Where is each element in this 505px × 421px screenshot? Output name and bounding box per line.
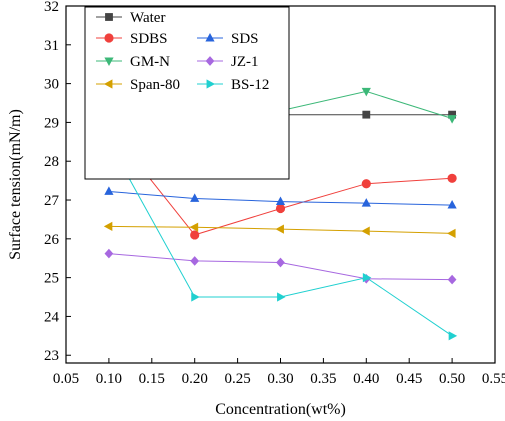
y-tick-label: 32: [44, 0, 59, 15]
y-axis-label: Surface tension(mN/m): [7, 109, 24, 260]
data-point-gm-n: [361, 87, 371, 97]
data-point-jz-1: [190, 256, 200, 266]
x-tick-label: 0.20: [182, 371, 208, 387]
data-point-span-80: [275, 224, 284, 234]
legend-entry-water: Water: [96, 10, 165, 26]
x-tick-label: 0.15: [139, 371, 165, 387]
data-point-water: [448, 110, 457, 119]
y-tick-label: 27: [44, 193, 60, 209]
data-point-sds: [275, 196, 286, 206]
legend-label-span-80: Span-80: [130, 77, 180, 93]
legend-box: [84, 6, 290, 180]
legend-marker-gm-n: [104, 57, 114, 67]
legend-marker-span-80: [103, 79, 113, 89]
legend-entry-bs-12: BS-12: [197, 77, 269, 93]
data-point-span-80: [447, 228, 456, 238]
legend: Water SDBS SDS GM-N JZ-1 Span-80 BS-12: [84, 6, 290, 180]
y-tick-label: 28: [44, 154, 59, 170]
data-point-bs-12: [191, 292, 200, 302]
legend-entry-sds: SDS: [197, 31, 259, 47]
legend-entry-span-80: Span-80: [96, 77, 180, 93]
legend-entry-jz-1: JZ-1: [197, 54, 259, 70]
series-sds: [104, 186, 457, 209]
series-group: [103, 87, 458, 341]
legend-label-sds: SDS: [231, 31, 259, 47]
data-point-span-80: [103, 221, 113, 232]
legend-marker-bs-12: [206, 79, 216, 89]
data-point-sdbs: [190, 230, 200, 240]
data-point-sds: [361, 198, 371, 207]
data-point-sdbs: [447, 173, 457, 183]
legend-label-gm-n: GM-N: [130, 54, 170, 70]
data-point-jz-1: [276, 257, 285, 268]
legend-entry-gm-n: GM-N: [96, 54, 170, 70]
data-point-jz-1: [447, 274, 457, 285]
data-point-jz-1: [104, 248, 114, 259]
series-jz-1: [104, 248, 457, 285]
y-tick-label: 29: [44, 115, 59, 131]
y-tick-label: 24: [44, 309, 60, 325]
x-tick-label: 0.10: [96, 371, 122, 387]
data-point-bs-12: [448, 331, 458, 341]
data-point-bs-12: [362, 273, 372, 283]
x-tick-label: 0.40: [353, 371, 379, 387]
x-tick-label: 0.35: [310, 371, 336, 387]
y-tick-label: 26: [44, 232, 60, 248]
x-tick-label: 0.25: [224, 371, 250, 387]
legend-marker-sds: [205, 32, 215, 42]
y-tick-label: 30: [44, 77, 59, 93]
x-tick-label: 0.50: [439, 371, 465, 387]
x-tick-label: 0.55: [482, 371, 505, 387]
legend-label-sdbs: SDBS: [130, 31, 168, 47]
legend-label-bs-12: BS-12: [231, 77, 269, 93]
y-tick-label: 31: [44, 38, 59, 54]
y-tick-label: 25: [44, 271, 59, 287]
data-point-span-80: [189, 222, 199, 232]
x-tick-label: 0.30: [267, 371, 293, 387]
data-point-sds: [190, 193, 200, 202]
legend-label-jz-1: JZ-1: [231, 54, 259, 70]
data-point-gm-n: [447, 115, 457, 124]
legend-marker-sdbs: [104, 33, 114, 43]
series-span-80: [103, 221, 456, 238]
axes: 0.05 0.10 0.15 0.20 0.25 0.30 0.35 0.40 0.45 0.50…: [44, 0, 505, 387]
x-tick-label: 0.45: [396, 371, 422, 387]
data-point-span-80: [361, 226, 370, 236]
x-axis-label: Concentration(wt%): [215, 401, 346, 418]
data-point-water: [362, 110, 371, 119]
legend-marker-jz-1: [205, 56, 215, 66]
legend-entry-sdbs: SDBS: [96, 31, 168, 47]
data-point-bs-12: [277, 292, 286, 302]
data-point-sds: [104, 186, 114, 195]
y-tick-label: 23: [44, 348, 59, 364]
data-point-sdbs: [361, 179, 371, 189]
data-point-sds: [447, 200, 457, 209]
legend-marker-water: [105, 13, 113, 21]
x-tick-label: 0.05: [53, 371, 79, 387]
legend-label-water: Water: [130, 10, 165, 26]
data-point-sdbs: [275, 203, 286, 214]
